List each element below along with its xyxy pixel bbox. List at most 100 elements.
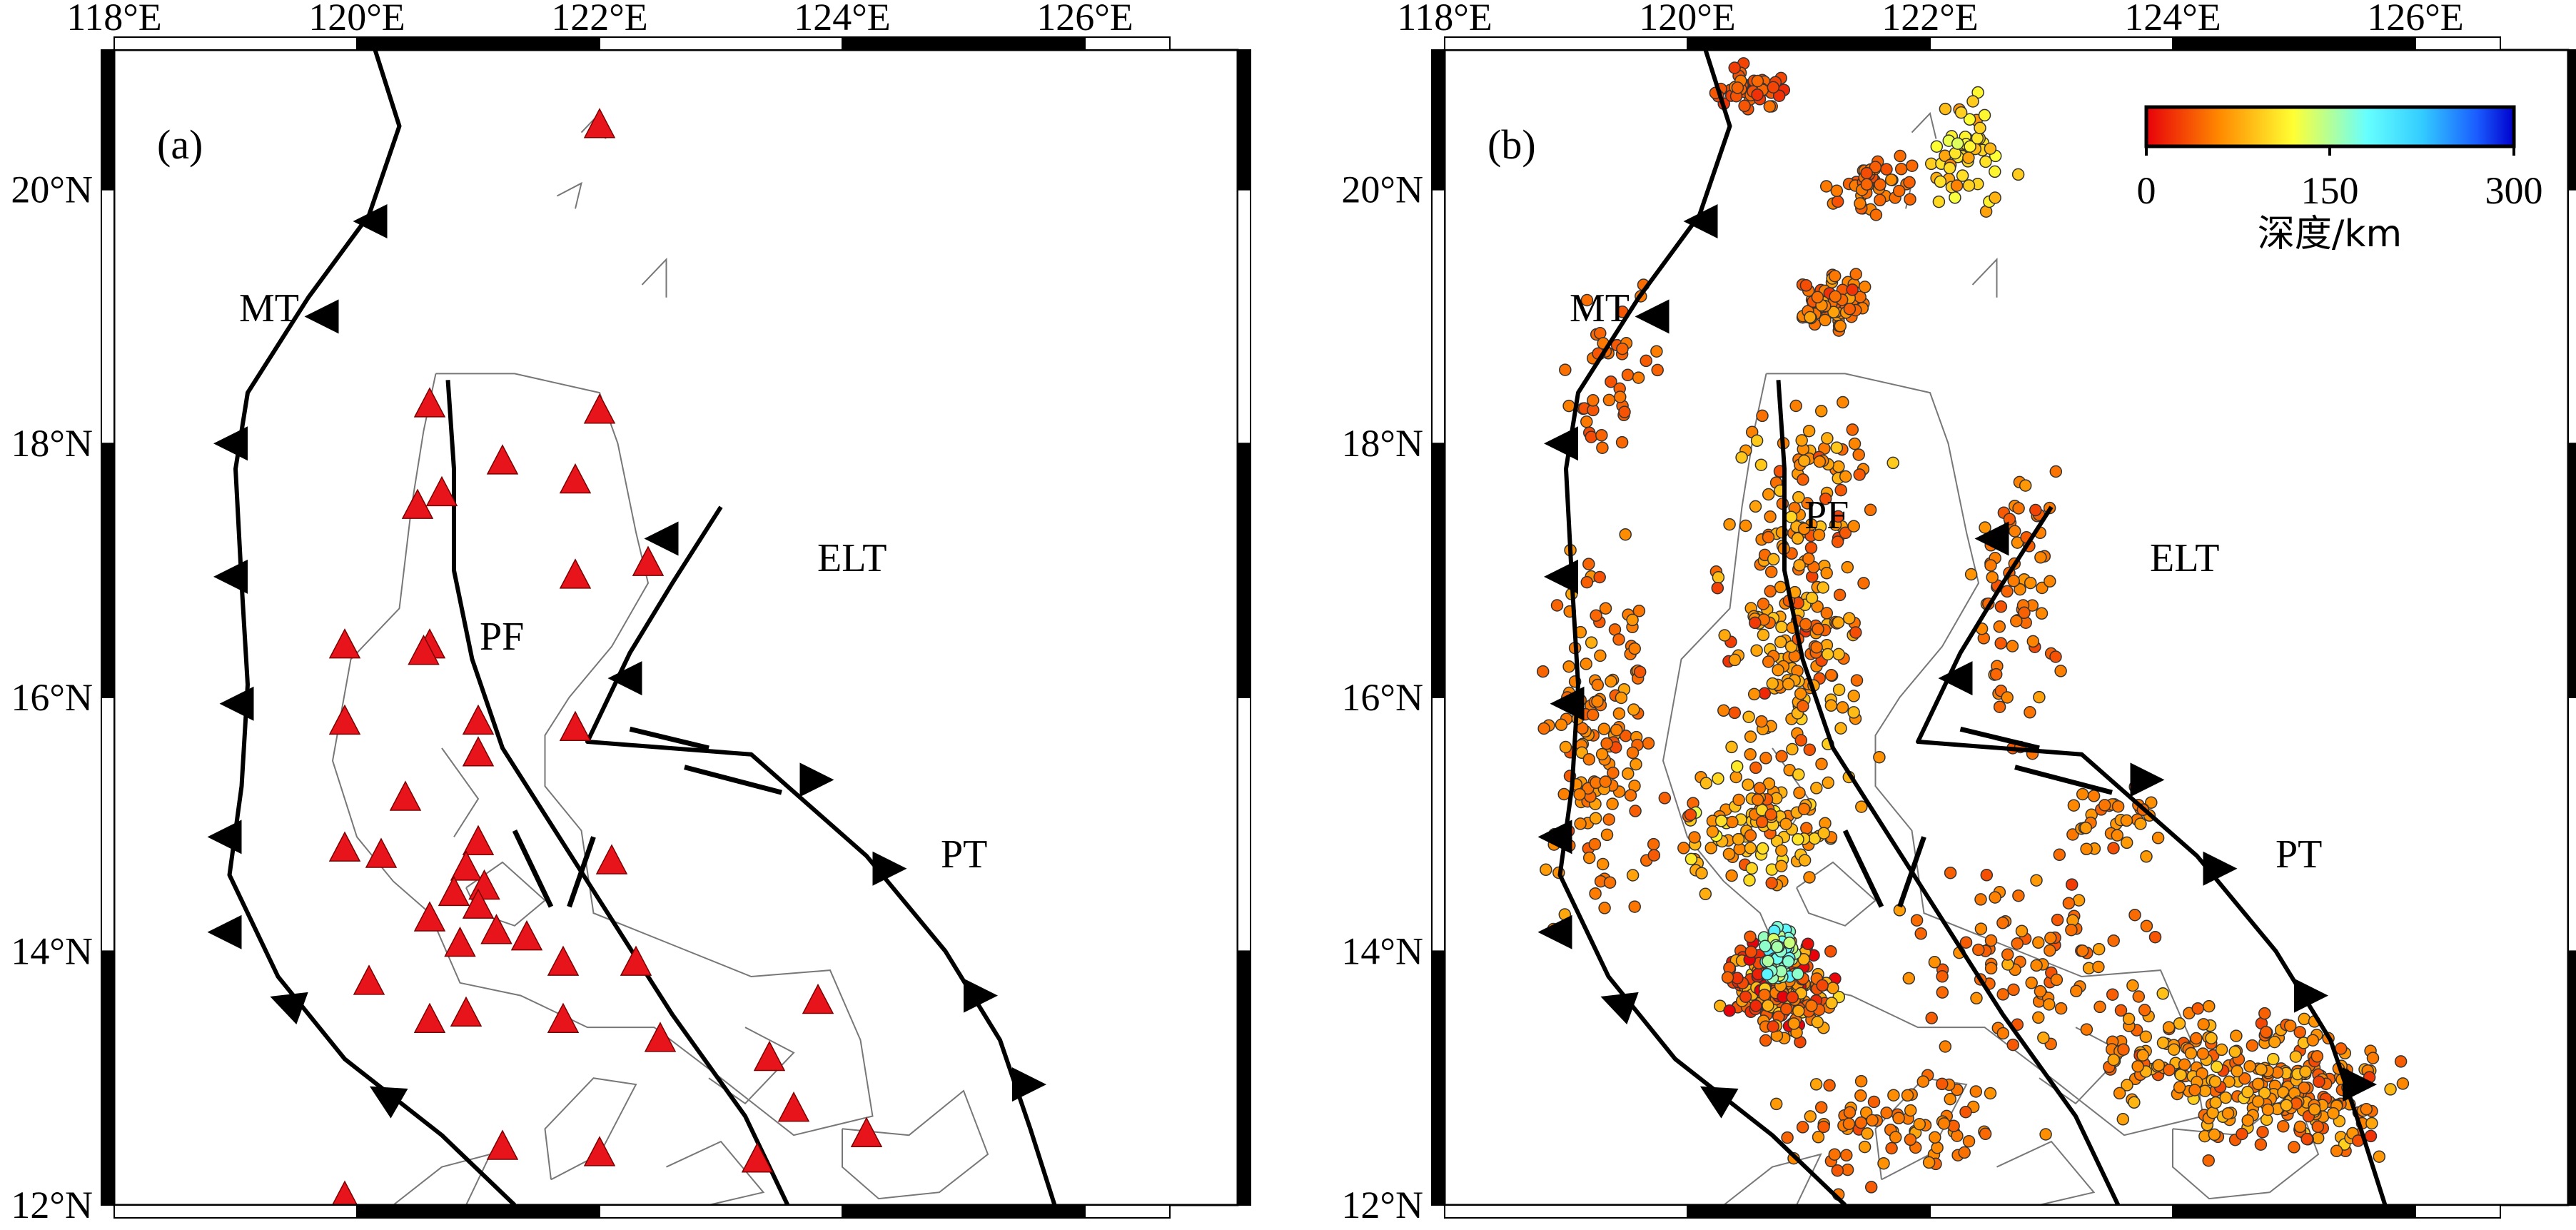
earthquake-marker (2197, 1018, 2210, 1031)
earthquake-marker (2049, 465, 2063, 478)
earthquake-marker (1580, 575, 1594, 589)
earthquake-marker (1723, 518, 1736, 531)
earthquake-marker (1820, 567, 1833, 580)
earthquake-marker (1797, 523, 1811, 535)
earthquake-marker (1589, 887, 1602, 900)
earthquake-marker (1797, 700, 1809, 713)
earthquake-marker (2231, 1064, 2243, 1078)
earthquake-marker (1949, 191, 1961, 204)
earthquake-marker (2024, 706, 2036, 719)
earthquake-marker (1827, 306, 1840, 318)
seismic-station-marker (444, 926, 476, 957)
thrust-tooth (1699, 1086, 1739, 1119)
earthquake-marker (1873, 750, 1886, 764)
earthquake-marker (2076, 787, 2089, 801)
earthquake-marker (1834, 320, 1847, 333)
thrust-tooth (207, 914, 242, 949)
earthquake-marker (2289, 1050, 2303, 1063)
earthquake-marker (2043, 998, 2056, 1011)
earthquake-marker (1904, 1133, 1917, 1146)
earthquake-marker (1630, 757, 1642, 771)
earthquake-marker (2205, 1032, 2218, 1044)
earthquake-marker (1939, 102, 1952, 116)
panel-b-earthquakes (1536, 57, 2410, 1201)
earthquake-marker (2241, 1085, 2254, 1099)
seismic-station-marker (480, 914, 512, 944)
earthquake-marker (1936, 986, 1949, 999)
earthquake-marker (1799, 279, 1813, 292)
earthquake-marker (1755, 815, 1769, 829)
earthquake-marker (1996, 917, 2009, 929)
earthquake-marker (2148, 930, 2162, 944)
earthquake-marker (1632, 371, 1645, 384)
earthquake-marker (1732, 793, 1745, 807)
earthquake-marker (2120, 814, 2133, 827)
earthquake-marker (1836, 701, 1849, 714)
earthquake-marker (2280, 1099, 2293, 1111)
earthquake-marker (2066, 828, 2079, 841)
earthquake-marker (1629, 805, 1642, 817)
seismic-station-marker (595, 844, 628, 874)
seismic-station-marker (401, 488, 434, 519)
latitude-tick-label: 14°N (1341, 929, 1423, 972)
earthquake-marker (1747, 687, 1761, 701)
earthquake-marker (2026, 635, 2040, 648)
earthquake-marker (2221, 1107, 2235, 1120)
earthquake-marker (1869, 161, 1882, 173)
panel-b-map-area (1445, 50, 2568, 1205)
strike-slip-arrow (684, 765, 782, 795)
earthquake-marker (1600, 828, 1614, 842)
earthquake-marker (1797, 802, 1811, 815)
earthquake-marker (2011, 168, 2025, 181)
earthquake-marker (1590, 609, 1602, 622)
seismic-station-marker (413, 387, 446, 418)
longitude-tick-label: 118°E (66, 0, 162, 39)
earthquake-marker (1624, 789, 1637, 802)
earthquake-marker (1916, 1075, 1930, 1088)
earthquake-marker (1822, 776, 1834, 790)
earthquake-marker (1832, 460, 1845, 473)
seismic-station-marker (328, 704, 361, 735)
panel-a-axis-labels: 118°E 120°E 122°E 124°E 126°E 12°N 14°N 16°N 18°… (11, 0, 1133, 1226)
earthquake-marker (1762, 488, 1775, 501)
earthquake-marker (2062, 897, 2076, 909)
earthquake-marker (1628, 642, 1641, 655)
earthquake-marker (2051, 913, 2064, 927)
earthquake-marker (2238, 1072, 2251, 1085)
seismic-station-marker (583, 108, 616, 138)
earthquake-marker (1989, 191, 2001, 204)
earthquake-marker (1593, 570, 1606, 584)
thrust-tooth (607, 661, 642, 696)
earthquake-marker (1594, 649, 1607, 662)
earthquake-marker (1586, 708, 1600, 722)
seismic-station-marker (802, 983, 834, 1014)
earthquake-marker (1853, 468, 1866, 481)
earthquake-marker (1989, 891, 2001, 904)
seismic-station-marker (510, 920, 543, 951)
earthquake-marker (1857, 577, 1870, 590)
earthquake-marker (1802, 937, 1814, 950)
thrust-tooth (1012, 1067, 1046, 1102)
earthquake-marker (2010, 615, 2023, 627)
earthquake-marker (1585, 636, 1598, 649)
earthquake-marker (2065, 923, 2078, 937)
earthquake-marker (1812, 1131, 1825, 1144)
earthquake-marker (1739, 990, 1752, 1003)
earthquake-marker (2306, 1034, 2320, 1047)
longitude-tick-label: 124°E (2124, 0, 2221, 39)
earthquake-marker (2044, 944, 2056, 957)
earthquake-marker (2032, 1011, 2045, 1024)
earthquake-marker (1846, 283, 1859, 296)
earthquake-marker (2360, 1102, 2373, 1116)
colorbar-min-label: 0 (2137, 169, 2156, 212)
thrust-tooth (1938, 661, 1973, 696)
earthquake-marker (2298, 1012, 2310, 1026)
earthquake-marker (2106, 988, 2119, 1001)
earthquake-marker (1874, 193, 1886, 207)
earthquake-marker (1904, 193, 1916, 206)
earthquake-marker (1585, 430, 1598, 443)
earthquake-marker (1847, 520, 1860, 533)
earthquake-marker (1712, 772, 1724, 785)
strike-slip-arrow (567, 836, 596, 908)
earthquake-marker (1602, 393, 1616, 407)
